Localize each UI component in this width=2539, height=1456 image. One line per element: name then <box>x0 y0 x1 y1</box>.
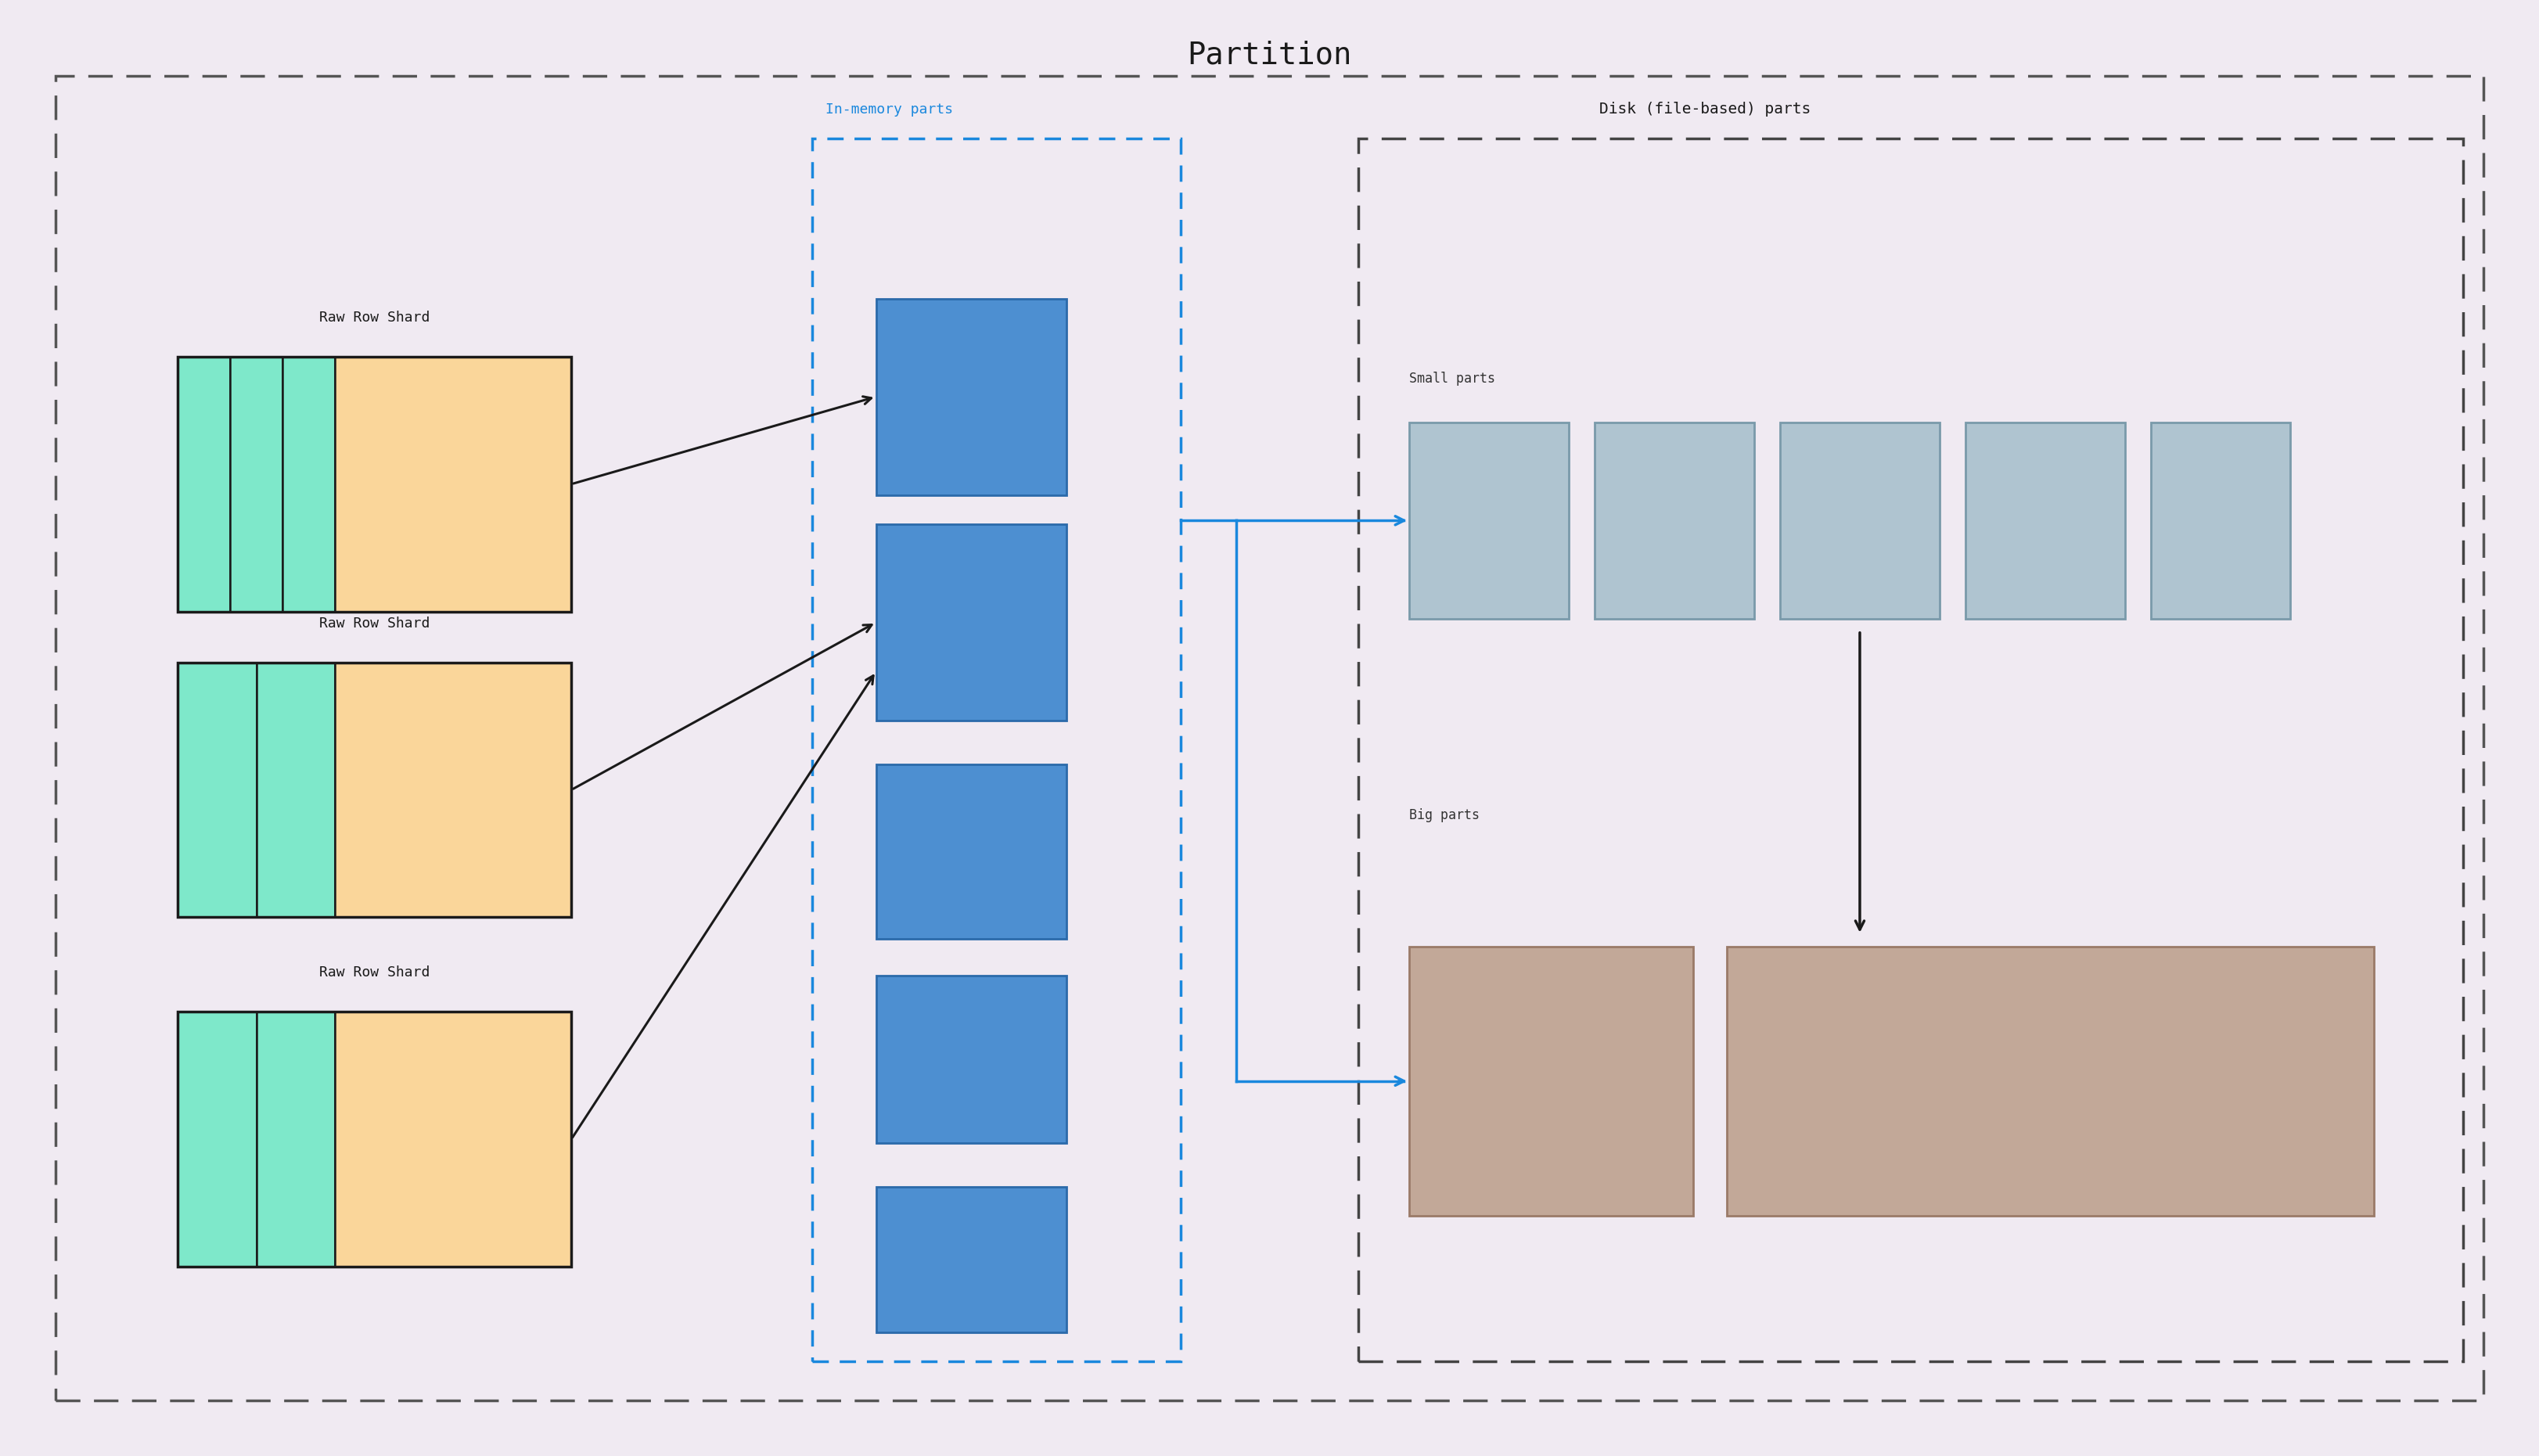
Bar <box>1965 422 2125 619</box>
Bar <box>256 1012 335 1267</box>
Bar <box>178 662 571 917</box>
Bar <box>335 1012 571 1267</box>
Bar <box>876 1187 1066 1332</box>
Bar <box>876 764 1066 939</box>
Bar <box>1594 422 1754 619</box>
Bar <box>178 357 231 612</box>
Bar <box>876 298 1066 495</box>
Bar <box>1409 422 1569 619</box>
Text: Raw Row Shard: Raw Row Shard <box>320 310 429 325</box>
Bar <box>335 662 571 917</box>
Text: Raw Row Shard: Raw Row Shard <box>320 965 429 980</box>
Text: Small parts: Small parts <box>1409 371 1495 386</box>
Bar <box>1727 946 2374 1216</box>
Text: In-memory parts: In-memory parts <box>825 102 952 116</box>
Text: Raw Row Shard: Raw Row Shard <box>320 616 429 630</box>
Bar <box>231 357 282 612</box>
Bar <box>178 357 571 612</box>
Bar <box>2151 422 2290 619</box>
Text: Disk (file-based) parts: Disk (file-based) parts <box>1600 102 1810 116</box>
Text: Partition: Partition <box>1188 41 1351 70</box>
Bar <box>178 1012 256 1267</box>
Bar <box>876 976 1066 1143</box>
Bar <box>256 662 335 917</box>
Bar <box>178 662 256 917</box>
Bar <box>1409 946 1694 1216</box>
Bar <box>1780 422 1940 619</box>
Bar <box>282 357 335 612</box>
Bar <box>876 524 1066 721</box>
Text: Big parts: Big parts <box>1409 808 1480 823</box>
Bar <box>178 1012 571 1267</box>
Bar <box>335 357 571 612</box>
